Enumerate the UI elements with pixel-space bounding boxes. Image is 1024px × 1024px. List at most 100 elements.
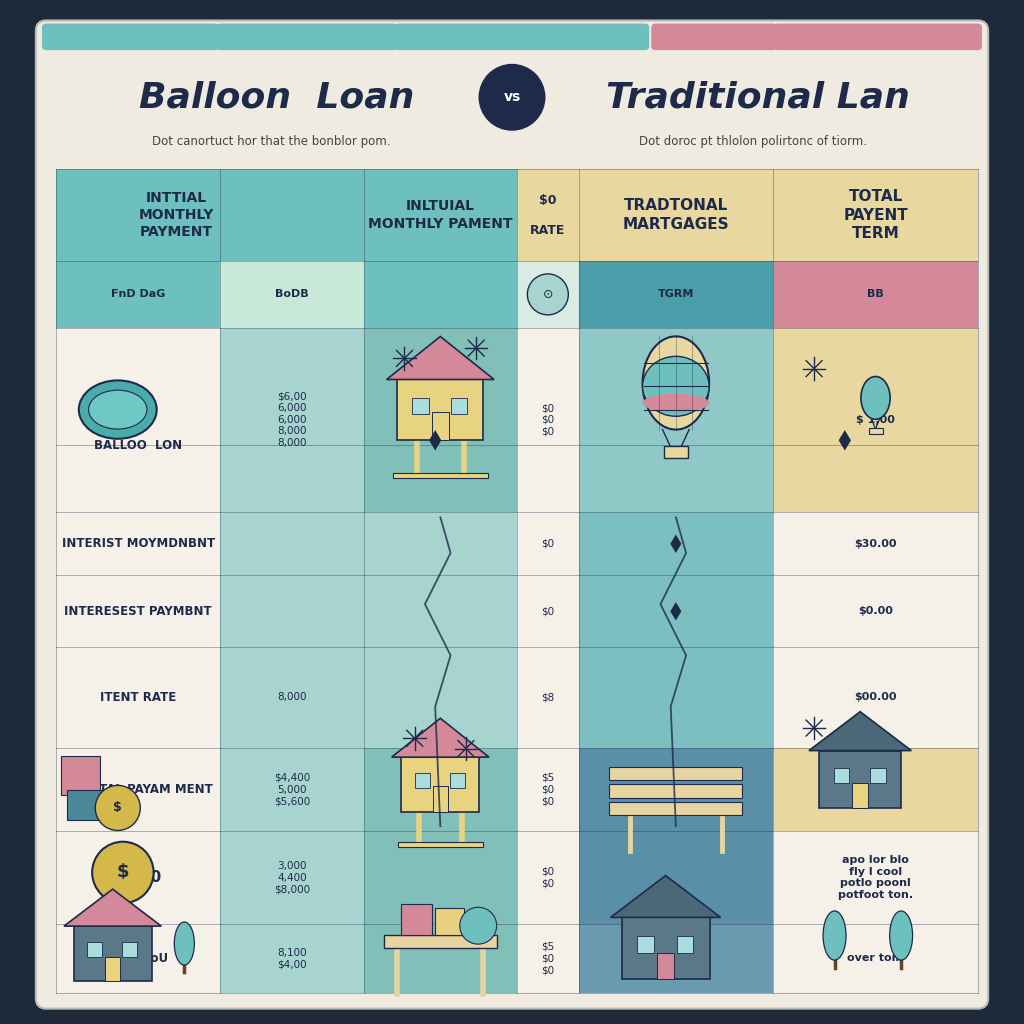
Bar xyxy=(868,428,883,434)
Text: $5
$0
$0: $5 $0 $0 xyxy=(542,773,554,806)
Text: over tom: over tom xyxy=(848,953,903,964)
Bar xyxy=(852,783,868,808)
Polygon shape xyxy=(839,430,851,451)
Bar xyxy=(393,473,487,478)
Bar xyxy=(220,261,364,328)
Bar xyxy=(517,512,579,575)
Bar xyxy=(579,924,773,993)
Ellipse shape xyxy=(643,393,709,413)
Bar xyxy=(56,328,220,512)
Text: BB: BB xyxy=(867,290,884,299)
Bar xyxy=(622,918,710,979)
Bar xyxy=(364,748,517,831)
FancyBboxPatch shape xyxy=(774,24,982,50)
Bar xyxy=(104,957,121,981)
Bar xyxy=(364,924,517,993)
Text: Dot doroc pt thlolon polirtonc of tiorm.: Dot doroc pt thlolon polirtonc of tiorm. xyxy=(639,135,866,147)
Bar xyxy=(517,831,579,924)
Bar xyxy=(364,328,517,512)
Bar xyxy=(56,748,220,831)
Polygon shape xyxy=(610,876,721,918)
Ellipse shape xyxy=(823,911,846,961)
Bar xyxy=(384,935,497,948)
Ellipse shape xyxy=(643,356,709,416)
Bar xyxy=(773,647,978,748)
Ellipse shape xyxy=(79,380,157,438)
Bar xyxy=(220,748,364,831)
Text: $0
$0
$0: $0 $0 $0 xyxy=(542,403,554,436)
Text: INTERESEST PAYMBNT: INTERESEST PAYMBNT xyxy=(65,605,212,617)
Bar xyxy=(220,575,517,647)
FancyBboxPatch shape xyxy=(36,20,988,1009)
Text: $00.00: $00.00 xyxy=(854,692,897,702)
Bar xyxy=(56,169,364,261)
Bar xyxy=(579,575,773,647)
Bar xyxy=(67,790,110,820)
Ellipse shape xyxy=(643,336,709,429)
Ellipse shape xyxy=(89,390,147,429)
Text: $ 1,00: $ 1,00 xyxy=(856,415,895,425)
Bar xyxy=(517,647,579,748)
Bar xyxy=(579,512,773,575)
Text: $: $ xyxy=(114,802,122,814)
Text: BALLOO  LON: BALLOO LON xyxy=(94,439,182,452)
Bar xyxy=(87,942,102,957)
Text: $0

RATE: $0 RATE xyxy=(530,194,565,237)
Bar xyxy=(773,831,978,924)
Text: $5
$0
$0: $5 $0 $0 xyxy=(542,942,554,975)
Bar xyxy=(401,904,432,935)
Text: TOTAL
PAYENT
TERM: TOTAL PAYENT TERM xyxy=(843,189,908,241)
FancyBboxPatch shape xyxy=(651,24,777,50)
Bar xyxy=(401,757,479,812)
Bar xyxy=(517,924,579,993)
Bar xyxy=(220,924,364,993)
Ellipse shape xyxy=(861,377,890,420)
Bar xyxy=(517,169,579,261)
Text: BoDB: BoDB xyxy=(275,290,308,299)
Polygon shape xyxy=(65,889,162,926)
Bar xyxy=(579,748,773,831)
Bar xyxy=(773,924,978,993)
Polygon shape xyxy=(387,337,494,380)
Bar xyxy=(397,380,483,439)
Bar xyxy=(834,768,849,783)
Text: Balloon  Loan: Balloon Loan xyxy=(139,80,414,115)
Bar xyxy=(609,802,742,815)
Bar xyxy=(773,261,978,328)
Bar xyxy=(123,942,137,957)
Text: INTERIST MOYMDNBNT: INTERIST MOYMDNBNT xyxy=(61,538,215,550)
Text: $4,400
5,000
$5,600: $4,400 5,000 $5,600 xyxy=(273,773,310,806)
Ellipse shape xyxy=(890,911,912,961)
Bar xyxy=(56,512,220,575)
Bar xyxy=(397,842,483,847)
Circle shape xyxy=(527,273,568,315)
Text: $30.00: $30.00 xyxy=(854,539,897,549)
Text: $0: $0 xyxy=(542,606,554,616)
Bar xyxy=(61,756,100,795)
Text: $0: $0 xyxy=(542,539,554,549)
Text: $8: $8 xyxy=(542,692,554,702)
Text: $0
$0: $0 $0 xyxy=(542,866,554,889)
Polygon shape xyxy=(671,535,681,553)
Bar xyxy=(56,575,220,647)
Text: $2.00: $2.00 xyxy=(114,870,163,885)
Bar xyxy=(664,445,688,458)
Text: 8,100
$4,00: 8,100 $4,00 xyxy=(278,947,306,970)
FancyBboxPatch shape xyxy=(42,24,219,50)
Bar xyxy=(517,575,579,647)
Bar xyxy=(364,169,517,261)
Bar xyxy=(74,926,152,981)
Text: apo lor blo
fly l cool
potlo poonl
potfoot ton.: apo lor blo fly l cool potlo poonl potfo… xyxy=(838,855,913,900)
Bar xyxy=(579,328,773,512)
Bar xyxy=(517,328,579,512)
Bar xyxy=(609,767,742,780)
Bar xyxy=(773,748,978,831)
Text: INLTUIAL
MONTHLY PAMENT: INLTUIAL MONTHLY PAMENT xyxy=(368,200,513,230)
Circle shape xyxy=(479,65,545,130)
Text: INTTIAL
MONTHLY
PAYMENT: INTTIAL MONTHLY PAYMENT xyxy=(138,190,214,240)
Bar xyxy=(677,936,693,952)
Bar xyxy=(579,647,773,748)
Bar xyxy=(220,647,517,748)
Bar xyxy=(870,768,886,783)
Circle shape xyxy=(95,785,140,830)
